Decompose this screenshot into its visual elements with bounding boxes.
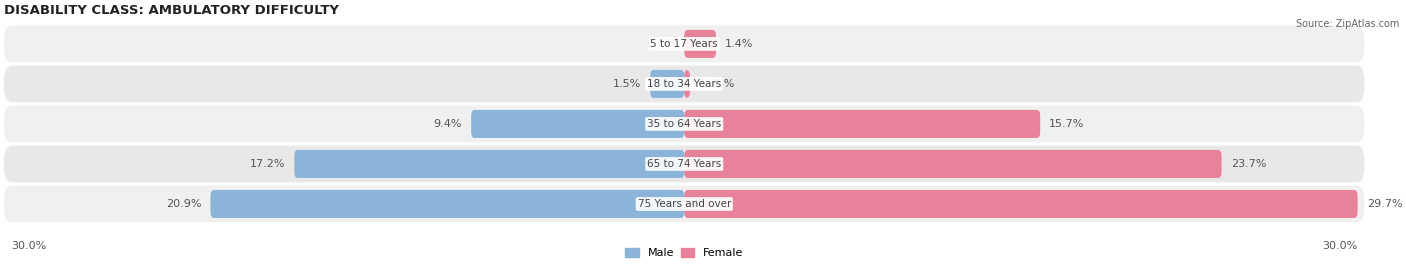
Text: 9.4%: 9.4% [433,119,463,129]
FancyBboxPatch shape [4,146,1364,182]
Text: Source: ZipAtlas.com: Source: ZipAtlas.com [1295,19,1399,29]
FancyBboxPatch shape [685,30,716,58]
FancyBboxPatch shape [4,185,1364,222]
Text: 17.2%: 17.2% [250,159,285,169]
FancyBboxPatch shape [4,65,1364,102]
Text: 1.5%: 1.5% [613,79,641,89]
Text: 18 to 34 Years: 18 to 34 Years [647,79,721,89]
Text: 20.9%: 20.9% [166,199,201,209]
Text: 5 to 17 Years: 5 to 17 Years [651,39,718,49]
FancyBboxPatch shape [471,110,685,138]
Text: 30.0%: 30.0% [11,241,46,251]
Legend: Male, Female: Male, Female [621,243,748,262]
Text: 75 Years and over: 75 Years and over [637,199,731,209]
Text: 0.0%: 0.0% [647,39,675,49]
Text: 15.7%: 15.7% [1049,119,1084,129]
FancyBboxPatch shape [650,70,685,98]
FancyBboxPatch shape [685,70,690,98]
Text: 1.4%: 1.4% [725,39,754,49]
FancyBboxPatch shape [685,190,1358,218]
Text: DISABILITY CLASS: AMBULATORY DIFFICULTY: DISABILITY CLASS: AMBULATORY DIFFICULTY [4,4,339,17]
Text: 29.7%: 29.7% [1367,199,1402,209]
FancyBboxPatch shape [685,110,1040,138]
FancyBboxPatch shape [685,150,1222,178]
Text: 35 to 64 Years: 35 to 64 Years [647,119,721,129]
Text: 30.0%: 30.0% [1322,241,1358,251]
FancyBboxPatch shape [4,25,1364,62]
FancyBboxPatch shape [294,150,685,178]
Text: 0.25%: 0.25% [699,79,734,89]
Text: 23.7%: 23.7% [1230,159,1267,169]
FancyBboxPatch shape [211,190,685,218]
Text: 65 to 74 Years: 65 to 74 Years [647,159,721,169]
FancyBboxPatch shape [4,106,1364,142]
